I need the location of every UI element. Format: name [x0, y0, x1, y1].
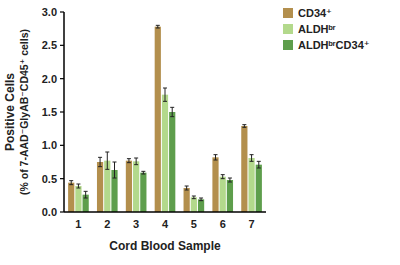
y-tick-label: 2.5	[42, 39, 57, 51]
y-tick	[60, 45, 64, 46]
bar	[162, 95, 168, 212]
error-bar	[98, 157, 102, 166]
y-tick-label: 2.0	[42, 73, 57, 85]
x-tick-label: 5	[191, 218, 197, 230]
error-bar	[163, 88, 167, 101]
legend-label: ALDHᵇʳCD34⁺	[298, 39, 370, 51]
error-bar	[69, 181, 73, 185]
error-bar	[199, 198, 203, 201]
legend-label: CD34⁺	[298, 7, 332, 19]
y-tick	[60, 211, 64, 212]
error-bar	[141, 171, 145, 174]
legend: CD34⁺ ALDHᵇʳ ALDHᵇʳCD34⁺	[283, 7, 370, 51]
x-axis	[64, 211, 266, 213]
bar	[155, 27, 161, 212]
bar	[256, 165, 262, 212]
legend-swatch	[283, 8, 293, 18]
error-bar	[242, 125, 246, 128]
y-tick-label: 3.0	[42, 6, 57, 18]
error-bar	[228, 178, 232, 182]
error-bar	[134, 158, 138, 165]
chart: 0.0 0.5 1.0 1.5 2.0 2.5 3.0 1 2 3 4 5 6 7 Cord Blood S…	[0, 0, 400, 265]
y-tick	[60, 111, 64, 112]
error-bar	[127, 159, 131, 163]
y-tick	[60, 178, 64, 179]
bar	[68, 183, 74, 212]
y-tick	[60, 11, 64, 12]
bar	[241, 126, 247, 212]
error-bar	[250, 155, 254, 162]
bar	[248, 158, 254, 212]
bar	[191, 197, 197, 212]
error-bar	[105, 152, 109, 169]
error-bar	[185, 186, 189, 190]
y-tick-label: 1.0	[42, 139, 57, 151]
y-tick-label: 0.0	[42, 206, 57, 218]
bar	[75, 186, 81, 212]
y-axis-title: (% of 7-AAD⁻GlyAB⁻CD45⁺ cells)	[18, 29, 30, 195]
error-bar	[214, 155, 218, 160]
x-tick-label: 6	[220, 218, 226, 230]
legend-label: ALDHᵇʳ	[298, 23, 336, 35]
x-tick-label: 7	[249, 218, 255, 230]
bar	[212, 157, 218, 212]
plot-area	[68, 25, 262, 212]
legend-swatch	[283, 40, 293, 50]
error-bar	[113, 162, 117, 178]
y-tick-label: 1.5	[42, 106, 57, 118]
error-bar	[76, 184, 80, 188]
bar	[227, 180, 233, 212]
bar	[198, 199, 204, 212]
bar	[169, 112, 175, 212]
x-tick-label: 1	[75, 218, 81, 230]
error-bar	[221, 175, 225, 179]
y-tick-label: 0.5	[42, 173, 57, 185]
bar	[97, 162, 103, 212]
bar	[220, 177, 226, 212]
x-tick-label: 3	[133, 218, 139, 230]
y-axis-title: Positive Cells	[3, 73, 17, 151]
legend-swatch	[283, 24, 293, 34]
error-bar	[84, 191, 88, 198]
bar	[140, 173, 146, 212]
x-tick-label: 4	[162, 218, 169, 230]
bar	[133, 161, 139, 212]
error-bar	[192, 196, 196, 199]
x-axis-title: Cord Blood Sample	[109, 239, 221, 253]
error-bar	[257, 161, 261, 168]
bar	[184, 188, 190, 212]
y-tick	[60, 78, 64, 79]
y-tick	[60, 145, 64, 146]
x-tick-label: 2	[104, 218, 110, 230]
error-bar	[170, 107, 174, 116]
error-bar	[156, 25, 160, 28]
bar	[126, 161, 132, 212]
